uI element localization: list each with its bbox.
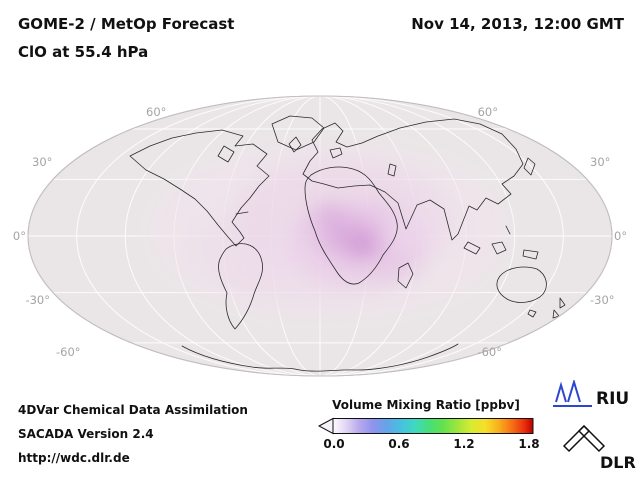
- footer-credits: 4DVar Chemical Data Assimilation SACADA …: [18, 398, 248, 470]
- lat-label-right-m60: -60°: [477, 345, 502, 359]
- world-map: 60° 60° 30° 30° 0° 0° -30° -30° -60° -60…: [13, 95, 627, 377]
- footer-line-version: SACADA Version 2.4: [18, 427, 154, 441]
- dlr-logo-text: DLR: [600, 453, 636, 472]
- plot-datetime: Nov 14, 2013, 12:00 GMT: [411, 15, 624, 33]
- colorbar-ticks: 0.0 0.6 1.2 1.8: [318, 437, 540, 453]
- lat-label-left-m60: -60°: [56, 345, 81, 359]
- lat-label-left-60: 60°: [146, 105, 166, 119]
- colorbar-tick-1: 0.6: [388, 437, 410, 451]
- lat-label-right-60: 60°: [478, 105, 498, 119]
- plot-title: GOME-2 / MetOp Forecast: [18, 15, 235, 33]
- colorbar-gradient: [332, 418, 534, 434]
- lat-label-left-m30: -30°: [25, 293, 50, 307]
- map-globe-border: [27, 95, 613, 377]
- colorbar: Volume Mixing Ratio [ppbv] 0.0 0.6 1.2 1…: [318, 398, 540, 453]
- lat-label-right-m30: -30°: [590, 293, 615, 307]
- footer-line-assimilation: 4DVar Chemical Data Assimilation: [18, 403, 248, 417]
- riu-logo: RIU: [552, 378, 632, 414]
- riu-spires-icon: [553, 378, 592, 407]
- colorbar-title: Volume Mixing Ratio [ppbv]: [332, 398, 520, 412]
- riu-logo-text: RIU: [596, 389, 629, 409]
- continent-outlines: [129, 115, 566, 372]
- clo-data-overlay: [150, 140, 510, 320]
- colorbar-underflow-arrow-icon: [318, 417, 334, 435]
- colorbar-tick-2: 1.2: [453, 437, 475, 451]
- dlr-logo: DLR: [558, 412, 638, 476]
- dlr-wing-icon: [562, 424, 606, 453]
- plot-subtitle: ClO at 55.4 hPa: [18, 43, 149, 61]
- lat-label-left-30: 30°: [32, 155, 52, 169]
- colorbar-tick-3: 1.8: [518, 437, 540, 451]
- lat-label-left-0: 0°: [13, 229, 26, 243]
- colorbar-bar: [318, 417, 534, 435]
- lat-label-right-0: 0°: [614, 229, 627, 243]
- colorbar-tick-0: 0.0: [323, 437, 345, 451]
- footer-line-url: http://wdc.dlr.de: [18, 451, 130, 465]
- lat-label-right-30: 30°: [590, 155, 610, 169]
- plot-title-block: GOME-2 / MetOp Forecast ClO at 55.4 hPa: [18, 10, 234, 66]
